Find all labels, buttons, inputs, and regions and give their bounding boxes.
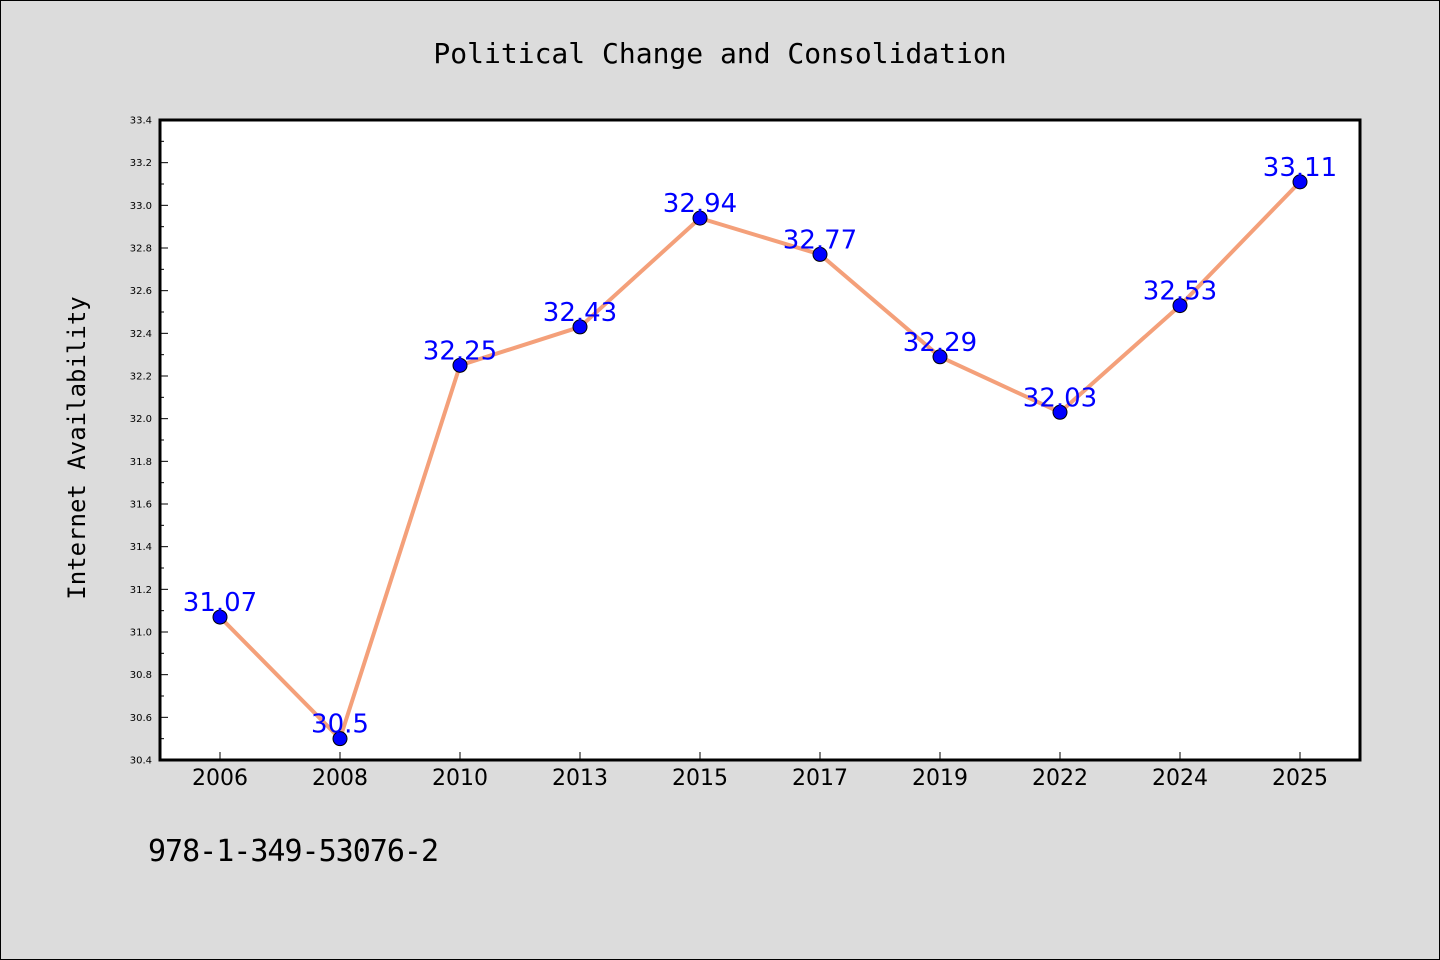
data-label: 32.29 [903,328,977,358]
data-label: 33.11 [1263,153,1337,183]
data-label: 30.5 [311,710,369,740]
y-tick-label: 31.2 [130,585,152,596]
data-point [1052,404,1068,420]
data-point [812,246,828,262]
data-label: 31.07 [183,588,257,618]
x-tick-label: 2006 [192,766,248,791]
data-label: 32.03 [1023,383,1097,413]
y-axis: 30.4 30.6 30.8 31.0 31.2 31.4 31.6 31.8 32.0 32.2… [130,116,168,767]
data-point [212,609,228,625]
data-point [452,357,468,373]
x-tick-label: 2015 [672,766,728,791]
x-tick-label: 2013 [552,766,608,791]
y-tick-label: 30.8 [130,670,152,681]
x-tick-label: 2010 [432,766,488,791]
isbn-text: 978-1-349-53076-2 [148,834,439,869]
x-tick-label: 2019 [912,766,968,791]
y-tick-label: 32.4 [130,329,152,340]
data-label: 32.43 [543,298,617,328]
data-label: 32.77 [783,225,857,255]
y-tick-label: 32.8 [130,244,152,255]
y-tick-label: 31.0 [130,628,152,639]
data-label: 32.25 [423,336,497,366]
data-label: 32.94 [663,189,737,219]
data-point [1292,174,1308,190]
x-tick-label: 2017 [792,766,848,791]
data-point [332,731,348,747]
markers-group [212,174,1308,747]
data-point [932,349,948,365]
y-tick-label: 32.0 [130,414,152,425]
chart-title: Political Change and Consolidation [433,37,1006,70]
x-axis: 2006 2008 2010 2013 2015 2017 2019 2022 2024 2025 [192,752,1328,791]
x-tick-label: 2025 [1272,766,1328,791]
data-point [692,210,708,226]
x-tick-label: 2024 [1152,766,1208,791]
data-label: 32.53 [1143,277,1217,307]
x-tick-label: 2022 [1032,766,1088,791]
y-tick-label: 31.4 [130,542,152,553]
plot-area [158,118,1362,762]
data-point [1172,298,1188,314]
y-tick-label: 31.8 [130,457,152,468]
data-point [572,319,588,335]
y-tick-label: 32.6 [130,286,152,297]
y-tick-label: 30.4 [130,756,152,767]
y-tick-label: 32.2 [130,372,152,383]
y-tick-label: 33.2 [130,158,152,169]
data-labels-group: 31.07 30.5 32.25 32.43 32.94 32.77 32.29 32.03 3… [183,153,1337,740]
y-tick-label: 30.6 [130,713,152,724]
series-line-group [218,179,1302,741]
y-axis-label: Internet Availability [63,296,91,599]
y-tick-label: 31.6 [130,500,152,511]
series-line [218,179,1302,741]
y-tick-label: 33.0 [130,201,152,212]
y-tick-label: 33.4 [130,116,152,127]
x-tick-label: 2008 [312,766,368,791]
